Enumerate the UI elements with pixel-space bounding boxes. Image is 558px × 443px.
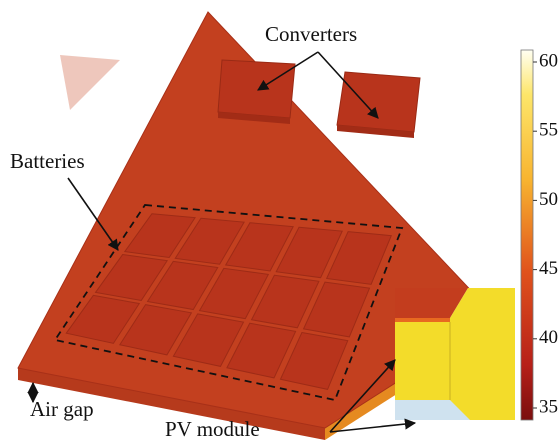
battery-cell (198, 267, 270, 320)
batteries-label: Batteries (10, 149, 85, 173)
battery-cell (172, 313, 245, 367)
battery-cell (65, 294, 141, 344)
battery-cell (174, 217, 245, 265)
converters-label: Converters (265, 22, 357, 46)
colorbar-tick-label: 55 (539, 120, 558, 141)
battery-pack (53, 204, 404, 402)
battery-cell (250, 274, 320, 329)
battery-cell (226, 322, 297, 379)
converters (217, 59, 421, 138)
arrows (27, 51, 417, 433)
battery-cell (275, 226, 343, 279)
colorbar-tick-label: 35 (539, 396, 558, 417)
battery-cell (123, 213, 196, 259)
colorbar: 60 55 50 45 40 35 (520, 49, 558, 421)
colorbar-tick-label: 40 (539, 327, 558, 348)
battery-cell (279, 331, 349, 390)
inset (395, 288, 515, 420)
battery-cell (325, 231, 392, 285)
battery-cell (224, 222, 294, 272)
battery-cell (94, 254, 169, 301)
battery-cell (119, 304, 193, 356)
colorbar-tick-label: 50 (539, 189, 558, 210)
battery-cell (302, 281, 371, 338)
battery-cell (146, 260, 219, 311)
colorbar-tick-label: 60 (539, 50, 558, 71)
colorbar-tick-label: 45 (539, 258, 558, 279)
pv-module-label: PV module (165, 417, 260, 441)
air-gap-label: Air gap (30, 397, 94, 421)
